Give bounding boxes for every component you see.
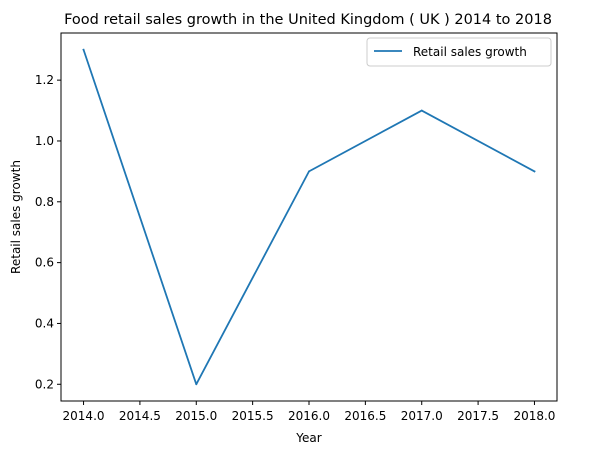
y-axis-ticks: 0.2 0.4 0.6 0.8 1.0 1.2 [35, 73, 61, 391]
data-point [308, 170, 310, 173]
series-points [82, 48, 536, 386]
series-line-retail-sales-growth [82, 48, 536, 386]
y-tick-label: 0.8 [35, 195, 54, 209]
legend: Retail sales growth [366, 37, 552, 67]
x-tick-label: 2017.0 [401, 409, 443, 423]
x-tick-label: 2016.0 [288, 409, 330, 423]
y-tick-label: 0.6 [35, 256, 54, 270]
data-point [533, 170, 536, 173]
y-tick-label: 1.0 [35, 134, 54, 148]
y-tick-label: 0.4 [35, 316, 54, 330]
x-tick-label: 2014.5 [119, 409, 161, 423]
x-tick-label: 2017.5 [457, 409, 499, 423]
x-tick-label: 2016.5 [344, 409, 386, 423]
data-point [82, 48, 85, 51]
data-point [420, 109, 423, 112]
chart-title: Food retail sales growth in the United K… [64, 12, 552, 28]
x-tick-label: 2015.5 [232, 409, 274, 423]
x-axis-ticks: 2014.0 2014.5 2015.0 2015.5 2016.0 2016.5 2017… [63, 401, 555, 423]
x-axis-title: Year [295, 431, 321, 445]
data-point [195, 383, 198, 386]
y-axis-title: Retail sales growth [9, 160, 23, 274]
y-tick-label: 1.2 [35, 73, 54, 87]
x-tick-label: 2015.0 [175, 409, 217, 423]
x-tick-label: 2014.0 [63, 409, 105, 423]
legend-box [366, 37, 552, 67]
plot-frame [60, 32, 558, 402]
x-tick-label: 2018.0 [513, 409, 555, 423]
y-tick-label: 0.2 [35, 377, 54, 391]
legend-label: Retail sales growth [413, 45, 527, 59]
